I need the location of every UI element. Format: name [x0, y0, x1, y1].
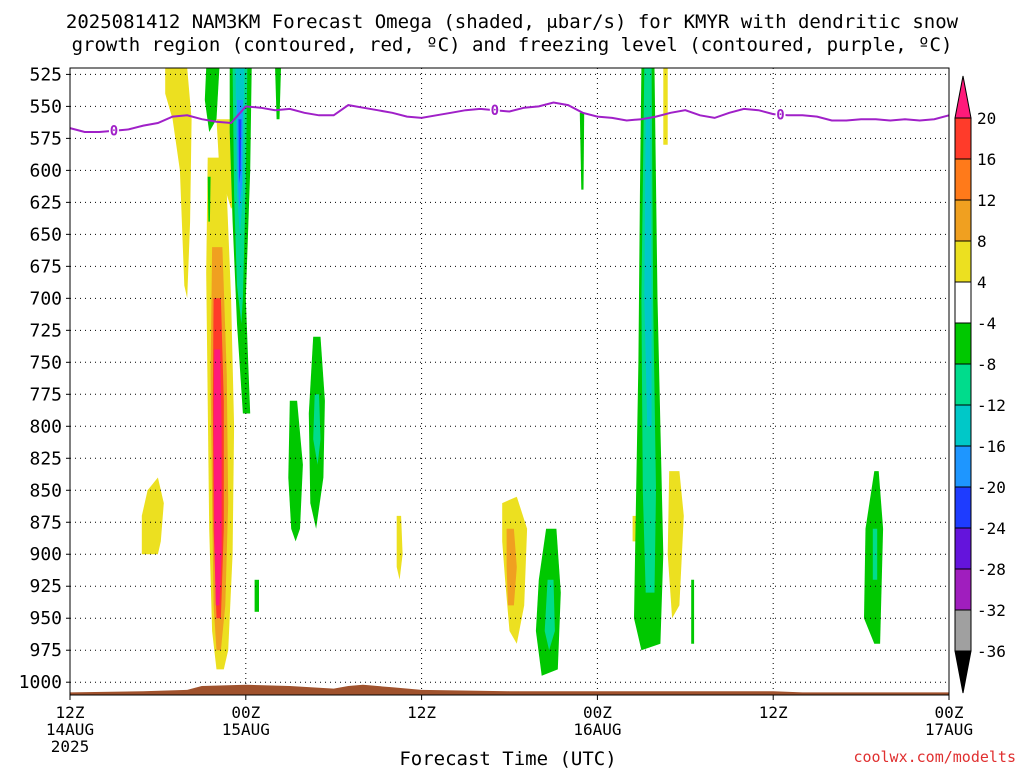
y-tick-label-850: 850 [29, 480, 62, 501]
colorbar-label-9: -20 [977, 478, 1006, 497]
chart-title-line2: growth region (contoured, red, ºC) and f… [72, 34, 953, 56]
colorbar-label-12: -32 [977, 601, 1006, 620]
colorbar-label-5: -4 [977, 314, 996, 333]
y-tick-label-975: 975 [29, 640, 62, 661]
colorbar-swatch-8 [954, 404, 972, 447]
y-tick-label-950: 950 [29, 608, 62, 629]
omega-region-yellow-column-2 [667, 471, 684, 619]
plot-frame [69, 67, 950, 696]
omega-region-rising-column-2-12 [644, 119, 652, 427]
y-tick-label-925: 925 [29, 576, 62, 597]
y-tick-label-1000: 1000 [19, 672, 62, 693]
y-tick-label-575: 575 [29, 128, 62, 149]
omega-region-green-column-late [691, 579, 695, 644]
x-tick-label-5-1: 00Z [935, 703, 964, 722]
y-tick-label-725: 725 [29, 320, 62, 341]
colorbar-bottom-arrow [954, 650, 972, 694]
freezing-label-bg-2 [775, 106, 786, 123]
x-axis-label: Forecast Time (UTC) [399, 748, 616, 768]
y-tick-label-750: 750 [29, 352, 62, 373]
y-tick-label-600: 600 [29, 160, 62, 181]
x-tick-label-5-2: 17AUG [925, 720, 973, 739]
x-tick-label-2-1: 12Z [407, 703, 436, 722]
omega-region-thin-green-0900 [579, 112, 585, 190]
colorbar-swatch-4 [954, 240, 972, 283]
colorbar-swatch-5 [954, 281, 972, 324]
omega-region-lowlevel-small-green [254, 579, 259, 612]
colorbar-swatch-9 [954, 445, 972, 488]
y-tick-label-825: 825 [29, 448, 62, 469]
colorbar-label-8: -16 [977, 437, 1006, 456]
x-tick-label-0-2: 14AUG [46, 720, 94, 739]
colorbar-label-11: -28 [977, 560, 1006, 579]
colorbar-swatch-2 [954, 158, 972, 201]
colorbar-swatch-7 [954, 363, 972, 406]
y-tick-label-675: 675 [29, 256, 62, 277]
y-tick-label-775: 775 [29, 384, 62, 405]
freezing-label-bg-0 [108, 122, 119, 139]
colorbar-label-7: -12 [977, 396, 1006, 415]
omega-region-pre-storm-green-strand [204, 68, 220, 132]
omega-region-main-sinking-column-20 [213, 349, 222, 606]
omega-region-mid-green-blob-right-core [313, 394, 321, 465]
watermark-text: coolwx.com/modelts [853, 748, 1016, 766]
y-tick-label-875: 875 [29, 512, 62, 533]
omega-region-upper-green-strand-mid [207, 176, 211, 222]
colorbar-swatch-11 [954, 527, 972, 570]
chart-title-line1: 2025081412 NAM3KM Forecast Omega (shaded… [66, 11, 959, 33]
y-tick-label-525: 525 [29, 64, 62, 85]
colorbar-label-2: 12 [977, 191, 996, 210]
colorbar-swatch-3 [954, 199, 972, 242]
freezing-level-label-1: 0 [491, 103, 499, 119]
y-tick-label-700: 700 [29, 288, 62, 309]
omega-region-small-yellow-2220 [396, 515, 403, 580]
terrain-surface [70, 684, 949, 695]
y-tick-label-550: 550 [29, 96, 62, 117]
y-tick-label-625: 625 [29, 192, 62, 213]
omega-region-green-0600-core [544, 579, 555, 651]
freezing-level-label-0: 0 [110, 124, 118, 140]
omega-region-small-yellow-0730 [141, 477, 164, 555]
x-tick-label-0-3: 2025 [51, 737, 90, 756]
colorbar-label-10: -24 [977, 519, 1006, 538]
y-axis: 525 550 575 600 625 650 675 700 725 750 775 800 825 8… [19, 64, 70, 693]
x-tick-label-1-2: 15AUG [222, 720, 270, 739]
freezing-level-line [69, 101, 950, 133]
x-tick-label-1-1: 00Z [231, 703, 260, 722]
colorbar-label-0: 20 [977, 109, 996, 128]
omega-region-early-sinking-plume [165, 68, 192, 299]
omega-region-upper-green-strand [275, 68, 281, 120]
omega-region-main-rising-column-24 [238, 119, 242, 184]
colorbar-label-13: -36 [977, 642, 1006, 661]
x-tick-label-4-1: 12Z [759, 703, 788, 722]
freezing-label-bg-1 [489, 102, 500, 119]
freezing-level-label-2: 0 [776, 108, 784, 124]
colorbar-swatch-12 [954, 568, 972, 611]
colorbar-top-arrow [954, 75, 972, 119]
colorbar-swatch-10 [954, 486, 972, 529]
x-tick-label-3-1: 00Z [583, 703, 612, 722]
y-tick-label-650: 650 [29, 224, 62, 245]
colorbar-swatch-13 [954, 609, 972, 652]
y-tick-label-800: 800 [29, 416, 62, 437]
x-tick-label-3-2: 16AUG [573, 720, 621, 739]
y-tick-label-900: 900 [29, 544, 62, 565]
x-tick-label-0-1: 12Z [56, 703, 85, 722]
omega-region-yellow-0430-core [506, 528, 517, 606]
colorbar-swatch-6 [954, 322, 972, 365]
colorbar-swatch-1 [954, 117, 972, 160]
plot-area: 0 0 0 [69, 68, 950, 695]
colorbar-label-3: 8 [977, 232, 987, 251]
colorbar-label-1: 16 [977, 150, 996, 169]
colorbar-label-4: 4 [977, 273, 987, 292]
colorbar-legend: 20 16 12 8 4 -4 -8 -12 -16 -20 -24 -28 -32 -36 [954, 75, 1006, 694]
colorbar-label-6: -8 [977, 355, 996, 374]
omega-region-mid-green-blob-left [288, 400, 303, 542]
